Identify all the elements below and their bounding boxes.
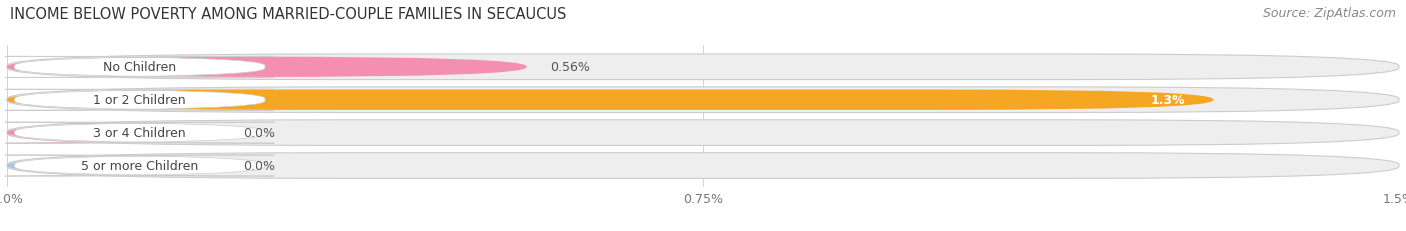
Text: 0.0%: 0.0%: [243, 127, 276, 140]
Text: 5 or more Children: 5 or more Children: [82, 159, 198, 172]
Text: No Children: No Children: [103, 61, 176, 74]
Text: 0.0%: 0.0%: [243, 159, 276, 172]
Text: 3 or 4 Children: 3 or 4 Children: [93, 127, 186, 140]
FancyBboxPatch shape: [7, 153, 1399, 179]
FancyBboxPatch shape: [6, 155, 274, 176]
FancyBboxPatch shape: [7, 88, 1399, 113]
FancyBboxPatch shape: [6, 57, 274, 78]
Text: Source: ZipAtlas.com: Source: ZipAtlas.com: [1263, 7, 1396, 20]
FancyBboxPatch shape: [6, 90, 274, 111]
FancyBboxPatch shape: [7, 90, 1213, 110]
Text: INCOME BELOW POVERTY AMONG MARRIED-COUPLE FAMILIES IN SECAUCUS: INCOME BELOW POVERTY AMONG MARRIED-COUPL…: [10, 7, 567, 22]
FancyBboxPatch shape: [0, 156, 285, 176]
FancyBboxPatch shape: [7, 55, 1399, 80]
Text: 0.56%: 0.56%: [550, 61, 589, 74]
FancyBboxPatch shape: [0, 123, 285, 143]
Text: 1 or 2 Children: 1 or 2 Children: [93, 94, 186, 107]
FancyBboxPatch shape: [7, 120, 1399, 146]
FancyBboxPatch shape: [7, 57, 527, 78]
Text: 1.3%: 1.3%: [1152, 94, 1185, 107]
FancyBboxPatch shape: [6, 123, 274, 143]
